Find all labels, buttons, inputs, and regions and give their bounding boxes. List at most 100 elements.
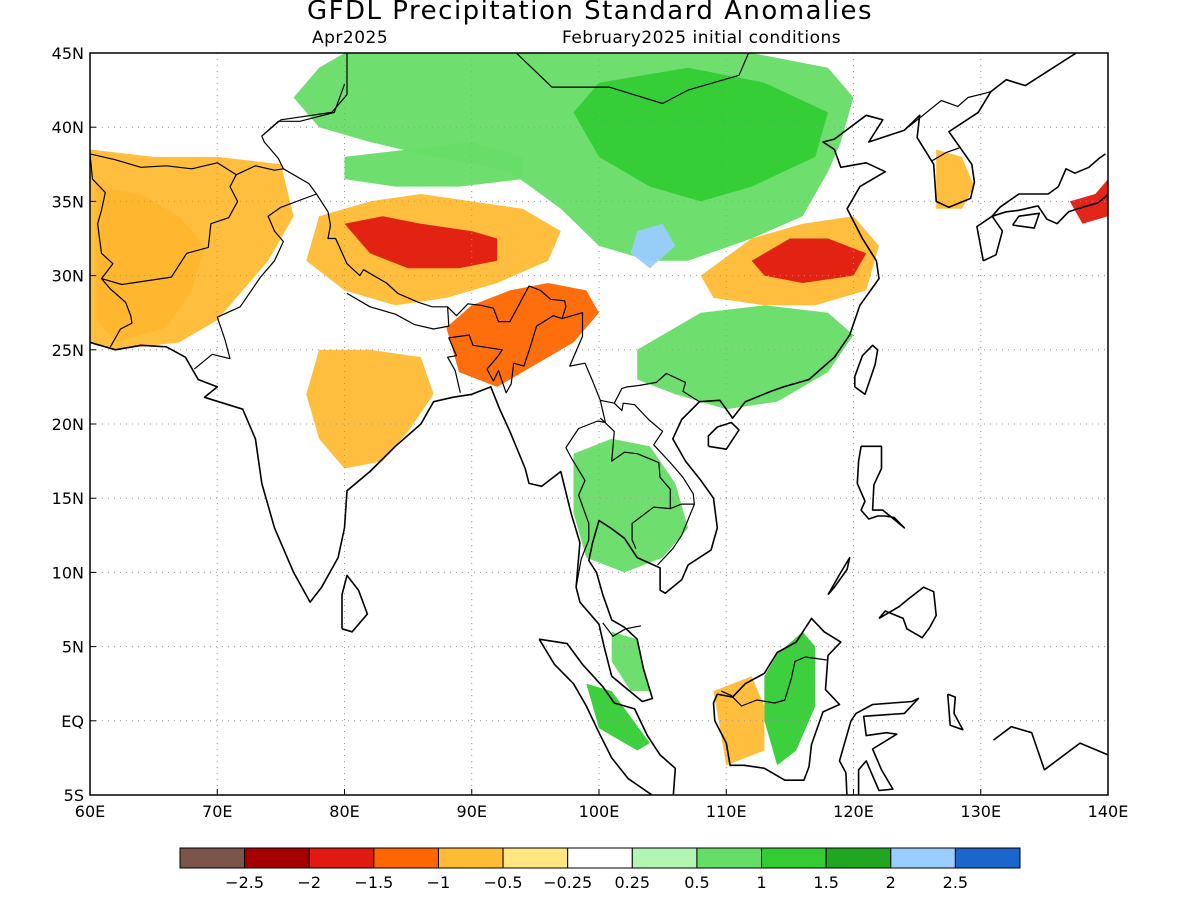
coastline (1011, 212, 1041, 229)
anomaly-region-qinghai-wet (630, 223, 676, 269)
anomaly-region-mongolia-wet-core (573, 67, 828, 202)
colorbar-label: 2.5 (943, 873, 968, 892)
y-tick-label: EQ (61, 712, 84, 731)
colorbar-swatch (437, 847, 504, 869)
longitude-axis: 60E 70E 80E 90E 100E 110E 120E 130E 140E (75, 789, 1129, 821)
colorbar-swatch (825, 847, 892, 869)
colorbar: −2.5 −2 −1.5 −1 −0.5 −0.25 0.25 0.5 1 1.5 2 2.5 (179, 847, 1021, 892)
colorbar-label: 1 (756, 873, 766, 892)
coastline (341, 574, 369, 633)
coastline (946, 693, 964, 731)
country-border (599, 417, 671, 549)
country-border (315, 193, 567, 394)
anomaly-region-south-china-wet (637, 305, 854, 410)
country-border (565, 400, 607, 588)
colorbar-label: −2 (297, 873, 321, 892)
anomaly-region-korea-dry (936, 149, 975, 209)
anomaly-region-west-asia-dry-envelope (90, 149, 294, 350)
y-tick-label: 35N (52, 192, 84, 211)
y-tick-label: 40N (52, 118, 84, 137)
x-tick-label: 130E (960, 802, 1001, 821)
y-tick-label: 15N (52, 489, 84, 508)
anomaly-region-east-china-dry-core (751, 238, 867, 283)
x-tick-label: 70E (202, 802, 232, 821)
coastline (538, 638, 677, 795)
x-tick-label: 90E (457, 802, 487, 821)
y-tick-label: 10N (52, 563, 84, 582)
y-tick-label: 20N (52, 415, 84, 434)
forecast-month: Apr2025 (312, 28, 389, 48)
x-tick-label: 100E (579, 802, 620, 821)
anomaly-region-tibet-dry-core (344, 216, 498, 269)
country-border (90, 153, 106, 193)
country-border (346, 292, 450, 330)
anomaly-region-central-india-dry (306, 349, 434, 469)
colorbar-swatch (761, 847, 827, 869)
initial-conditions: February2025 initial conditions (562, 28, 842, 48)
anomaly-region-japan-dry (1069, 179, 1108, 224)
colorbar-swatch (954, 847, 1021, 869)
anomaly-region-northeast-india-dry (446, 283, 599, 387)
y-tick-label: 25N (52, 341, 84, 360)
y-tick-label: 45N (52, 44, 84, 63)
anomaly-region-borneo-wet (764, 631, 816, 766)
country-border (602, 622, 642, 637)
colorbar-label: 0.25 (614, 873, 650, 892)
coastline (991, 193, 1108, 225)
anomaly-region-malaya-wet (611, 631, 650, 692)
colorbar-label: −2.5 (225, 873, 264, 892)
y-tick-label: 5S (64, 786, 84, 805)
anomaly-region-sumatra-wet (586, 683, 650, 751)
country-border (930, 147, 960, 162)
graticule (90, 53, 1108, 795)
coastlines (90, 53, 1108, 795)
coastline (991, 153, 1106, 217)
country-border (720, 656, 827, 707)
country-border (907, 91, 992, 128)
coastline (976, 215, 1004, 262)
colorbar-swatch (631, 847, 698, 869)
coastline (707, 421, 740, 451)
coastline (712, 617, 842, 782)
x-tick-label: 120E (833, 802, 874, 821)
country-borders (90, 53, 992, 707)
country-border (101, 278, 133, 348)
colorbar-swatch (890, 847, 956, 869)
country-border (657, 503, 695, 566)
anomaly-region-tarim-wet (344, 142, 523, 187)
y-tick-label: 30N (52, 267, 84, 286)
colorbar-swatch (696, 847, 763, 869)
colorbar-swatch (244, 847, 310, 869)
x-tick-label: 110E (706, 802, 747, 821)
x-tick-label: 80E (329, 802, 359, 821)
colorbar-swatch (567, 847, 633, 869)
colorbar-swatch (308, 847, 375, 869)
colorbar-label: −1.5 (354, 873, 393, 892)
x-tick-label: 60E (75, 802, 105, 821)
colorbar-label: −0.5 (484, 873, 523, 892)
coastline (827, 556, 851, 596)
coastline (838, 697, 920, 795)
map-title: GFDL Precipitation Standard Anomalies (306, 0, 874, 26)
coastline (856, 445, 906, 529)
coastline (853, 344, 879, 396)
y-tick-label: 5N (62, 638, 84, 657)
colorbar-label: −1 (427, 873, 451, 892)
country-border (261, 53, 348, 137)
anomaly-fields (90, 53, 1108, 766)
x-tick-label: 140E (1088, 802, 1129, 821)
coastline (993, 725, 1108, 771)
latitude-axis: 45N 40N 35N 30N 25N 20N 15N 10N 5N EQ 5S (52, 44, 96, 805)
coastline (878, 586, 938, 639)
coastline (90, 53, 1077, 703)
country-border (193, 165, 318, 370)
colorbar-label: −0.25 (543, 873, 592, 892)
country-border (561, 312, 700, 404)
colorbar-swatch (179, 847, 246, 869)
country-border (514, 53, 772, 105)
colorbar-swatch (373, 847, 439, 869)
colorbar-label: 1.5 (813, 873, 838, 892)
country-border (90, 153, 239, 286)
colorbar-label: 0.5 (684, 873, 709, 892)
